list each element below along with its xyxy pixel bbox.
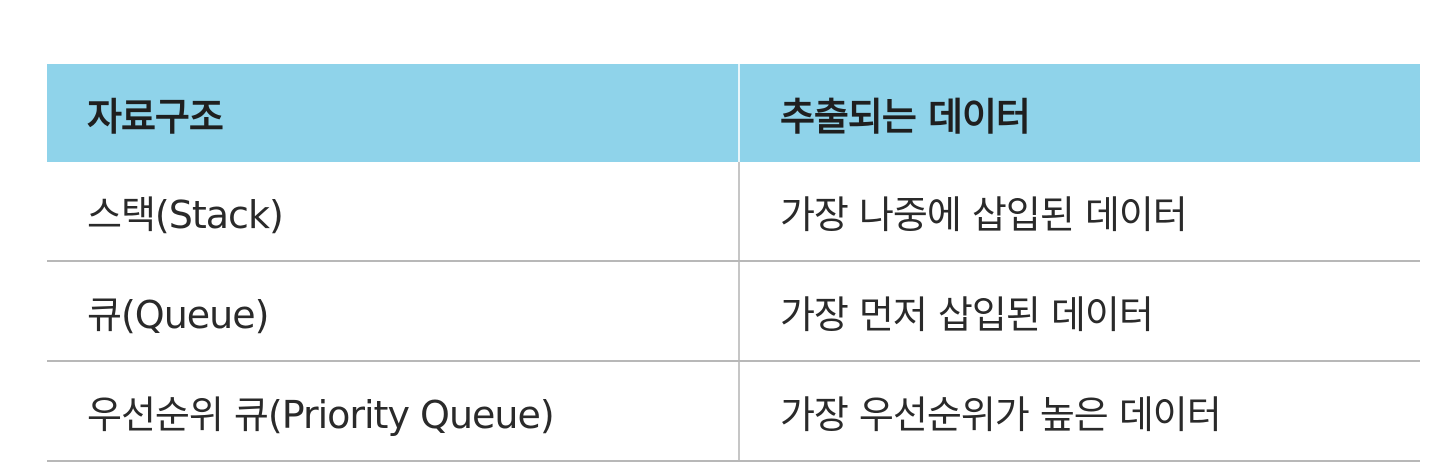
table-row: 우선순위 큐(Priority Queue) 가장 우선순위가 높은 데이터 xyxy=(47,361,1420,462)
cell-structure: 큐(Queue) xyxy=(47,261,740,362)
cell-extracted: 가장 먼저 삽입된 데이터 xyxy=(738,261,1420,362)
cell-structure: 우선순위 큐(Priority Queue) xyxy=(47,361,740,462)
cell-extracted: 가장 나중에 삽입된 데이터 xyxy=(738,162,1420,262)
header-extracted-data: 추출되는 데이터 xyxy=(738,64,1420,162)
table-header: 자료구조 추출되는 데이터 xyxy=(47,64,1420,162)
header-row: 자료구조 추출되는 데이터 xyxy=(47,64,1420,162)
cell-structure: 스택(Stack) xyxy=(47,162,740,262)
cell-extracted: 가장 우선순위가 높은 데이터 xyxy=(738,361,1420,462)
header-data-structure: 자료구조 xyxy=(47,64,740,162)
table-body: 스택(Stack) 가장 나중에 삽입된 데이터 큐(Queue) 가장 먼저 … xyxy=(47,162,1420,462)
data-structure-table: 자료구조 추출되는 데이터 스택(Stack) 가장 나중에 삽입된 데이터 큐… xyxy=(47,64,1420,462)
table-row: 스택(Stack) 가장 나중에 삽입된 데이터 xyxy=(47,162,1420,262)
table-row: 큐(Queue) 가장 먼저 삽입된 데이터 xyxy=(47,261,1420,362)
